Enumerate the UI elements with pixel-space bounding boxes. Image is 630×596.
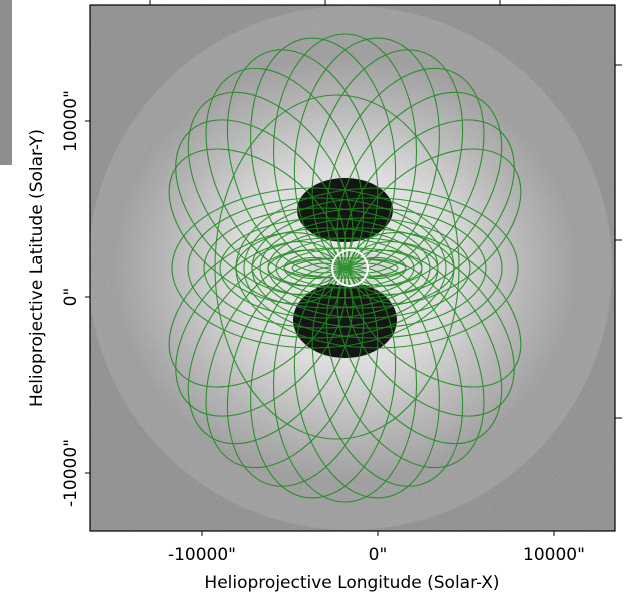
neighbor-panel: [0, 0, 12, 165]
y-axis-label: Helioprojective Latitude (Solar-Y): [27, 129, 47, 407]
image: [88, 5, 615, 531]
y-tick-label: -10000": [61, 439, 81, 507]
x-axis-label: Helioprojective Longitude (Solar-X): [204, 573, 499, 593]
x-tick-label: 0": [369, 545, 388, 565]
x-tick-label: 10000": [523, 545, 585, 565]
x-tick-label: -10000": [168, 545, 236, 565]
y-tick-label: 10000": [61, 90, 81, 152]
figure: Helioprojective Longitude (Solar-X) Heli…: [0, 0, 630, 596]
y-tick-label: 0": [61, 288, 81, 307]
